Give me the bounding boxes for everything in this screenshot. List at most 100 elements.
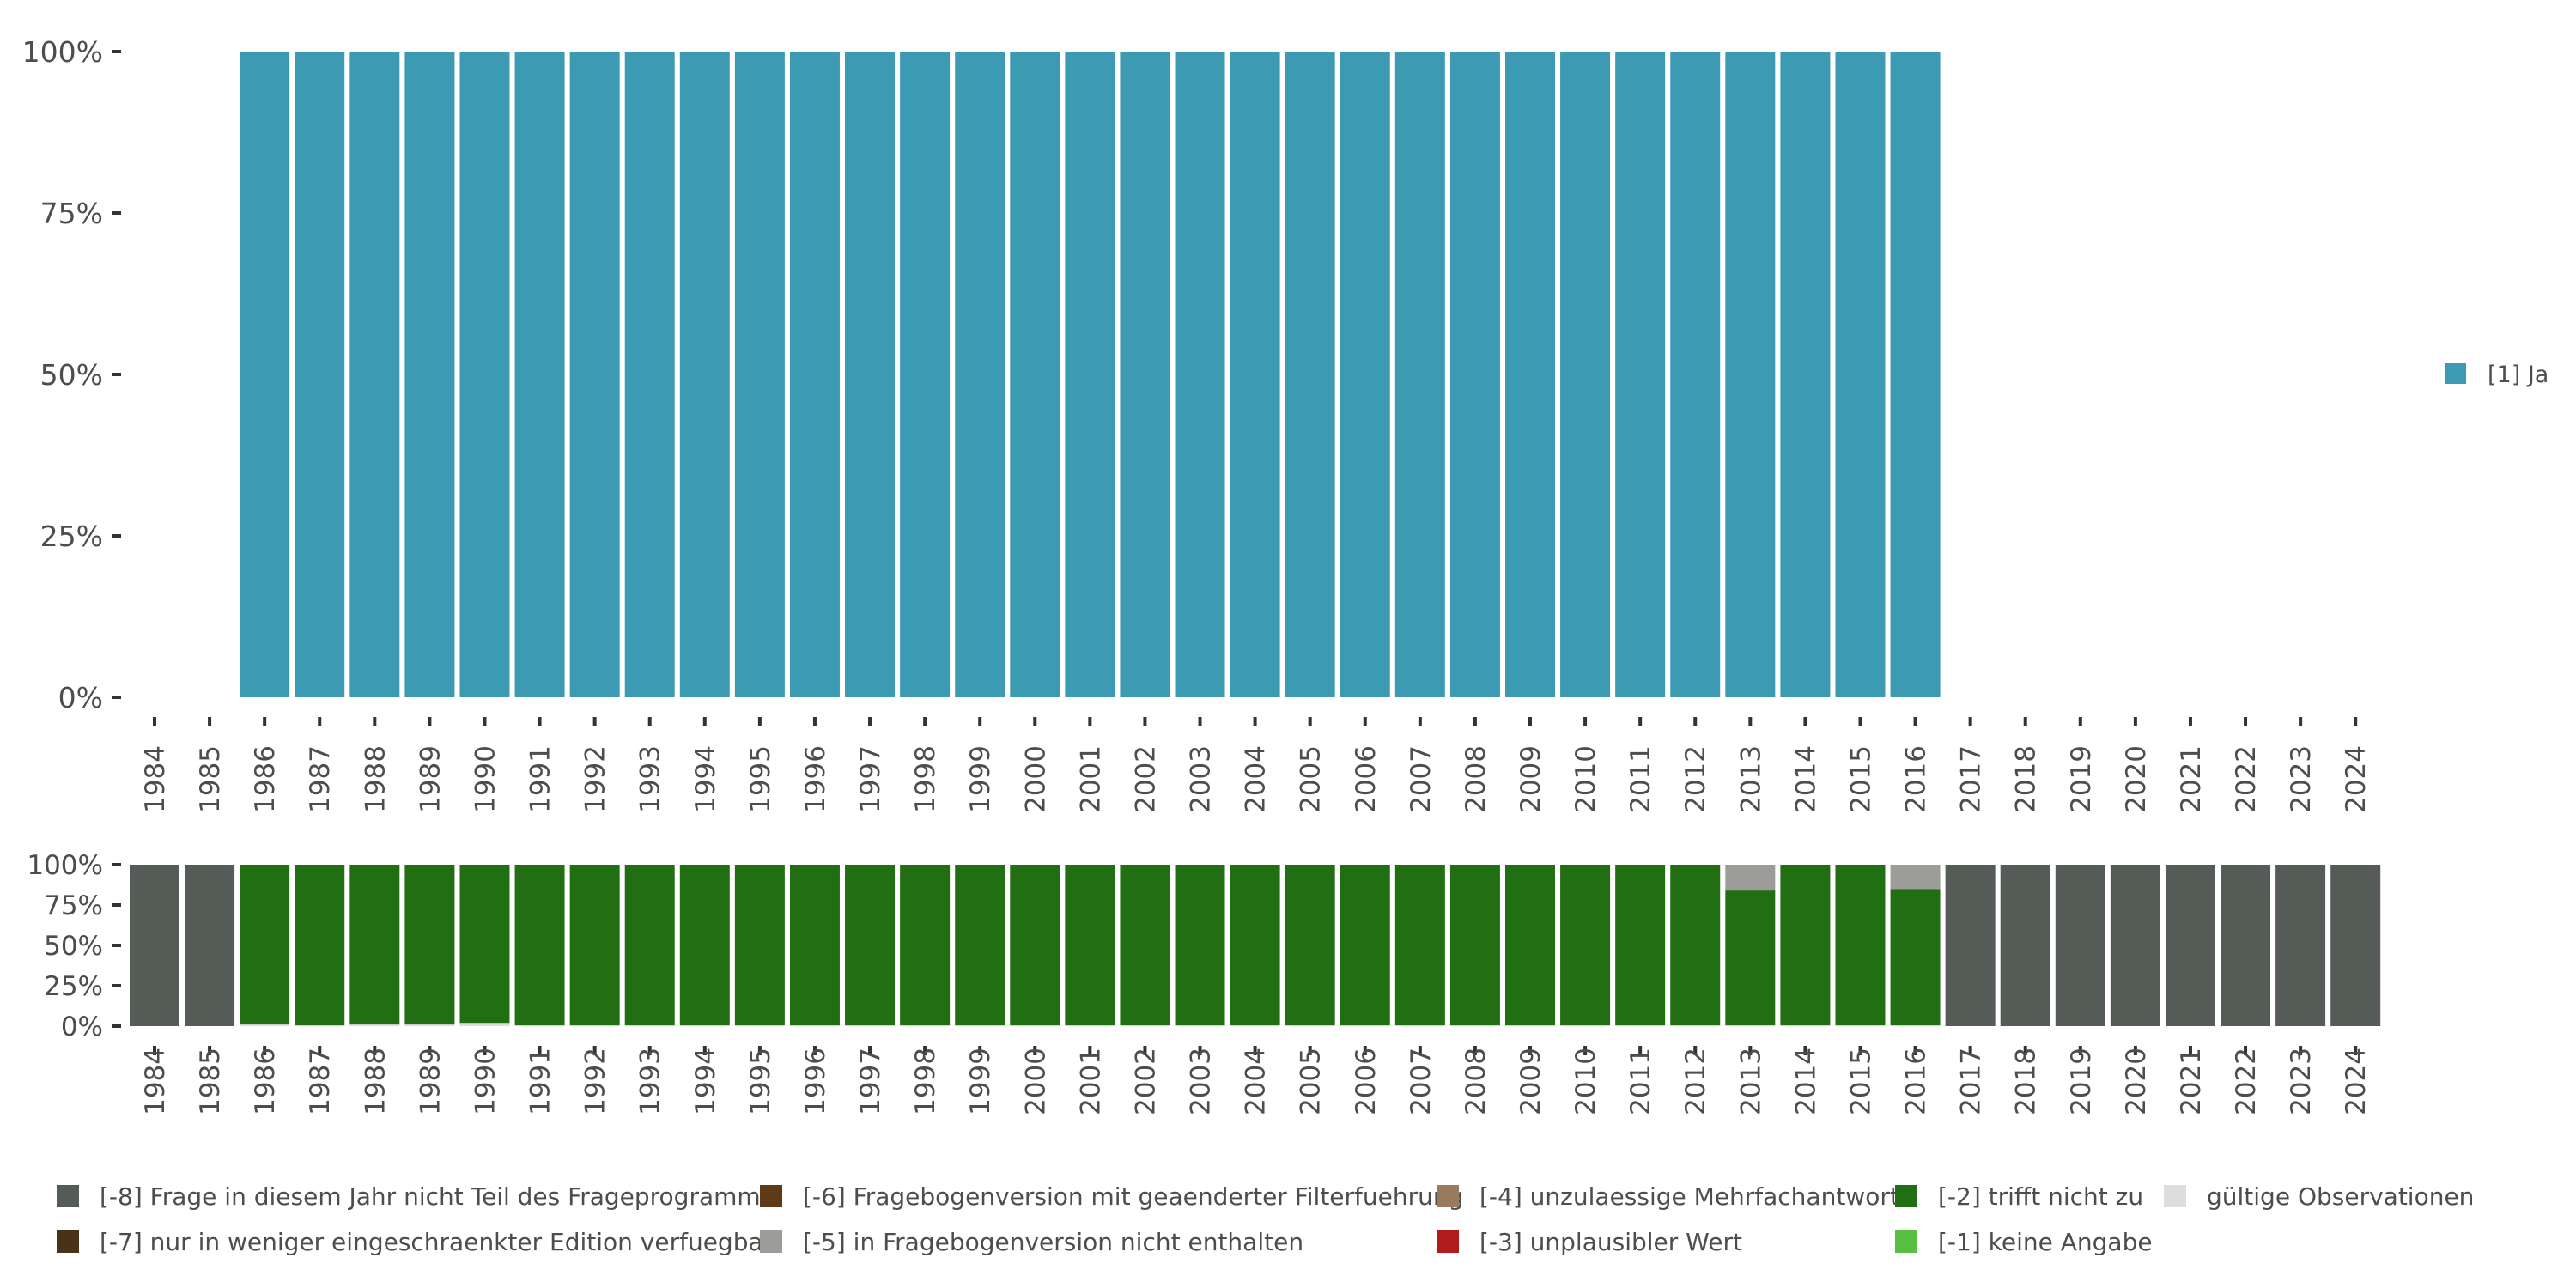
x-tick-label: 1989	[415, 1048, 446, 1115]
x-tick-label: 2009	[1516, 745, 1546, 813]
bar-2004-s0	[1230, 1025, 1280, 1026]
x-tick-label: 2002	[1130, 745, 1161, 813]
x-tick-label: 1986	[250, 745, 281, 813]
x-tick-label: 1991	[526, 745, 556, 813]
x-tick-label: 2017	[1956, 1048, 1987, 1115]
bar-2005-s0	[1285, 52, 1335, 697]
x-tick-label: 2013	[1735, 745, 1766, 813]
bar-1994-s0	[679, 1025, 730, 1026]
bar-1986-s1	[240, 865, 290, 1025]
bar-1990-s0	[459, 52, 510, 697]
bar-2016-s0	[1890, 1025, 1941, 1026]
legend-swatch	[1437, 1185, 1459, 1207]
bar-2005-s0	[1285, 1025, 1335, 1026]
bar-2004-s1	[1230, 865, 1280, 1026]
x-tick-label: 1993	[635, 745, 666, 813]
bar-1987-s0	[295, 52, 345, 697]
bar-2007-s0	[1394, 1025, 1445, 1026]
bar-1997-s0	[845, 52, 896, 697]
bar-2011-s0	[1615, 52, 1666, 697]
legend-swatch	[57, 1185, 79, 1207]
x-tick-label: 1987	[305, 1048, 336, 1115]
bar-2000-s1	[1010, 865, 1060, 1026]
bar-2003-s1	[1175, 865, 1225, 1026]
x-tick-label: 2016	[1901, 745, 1932, 813]
legend-label: [-5] in Fragebogenversion nicht enthalte…	[803, 1228, 1303, 1256]
bar-1993-s0	[624, 1025, 675, 1026]
bar-2008-s0	[1449, 1025, 1500, 1026]
x-tick-label: 1990	[470, 1048, 501, 1115]
bar-1996-s1	[789, 865, 840, 1026]
bar-2006-s0	[1340, 1025, 1390, 1026]
top-legend: [1] Ja	[2445, 361, 2549, 388]
legend-label: gültige Observationen	[2207, 1182, 2474, 1211]
bar-1999-s0	[955, 1025, 1005, 1026]
bar-2010-s0	[1560, 1025, 1611, 1026]
bar-2001-s0	[1065, 1025, 1115, 1026]
y-tick-label: 0%	[61, 1012, 103, 1042]
x-tick-label: 1984	[140, 745, 171, 813]
x-tick-label: 1989	[415, 745, 446, 813]
bar-1992-s0	[569, 1025, 620, 1026]
legend-label: [-8] Frage in diesem Jahr nicht Teil des…	[100, 1182, 773, 1211]
x-tick-label: 1994	[690, 745, 721, 813]
legend-label: [1] Ja	[2488, 361, 2549, 388]
bottom-panel-missing-values-chart: 0% 25% 50% 75% 100% 1984 1985 1986 1987 1988 1989 1…	[27, 850, 2381, 1115]
bar-1996-s0	[789, 1025, 840, 1026]
x-tick-label: 1991	[526, 1048, 556, 1115]
x-tick-label: 1992	[580, 745, 611, 813]
bar-1999-s1	[955, 865, 1005, 1026]
x-tick-label: 2024	[2341, 1048, 2372, 1115]
bar-2001-s1	[1065, 865, 1115, 1026]
bar-1987-s0	[295, 1025, 345, 1026]
bar-1987-s1	[295, 865, 345, 1026]
bar-1984-s3	[130, 865, 179, 1026]
bar-1988-s0	[349, 52, 400, 697]
x-tick-label: 2015	[1845, 1048, 1876, 1115]
x-tick-label: 2018	[2011, 1048, 2042, 1115]
bar-2016-s2	[1890, 865, 1941, 890]
bar-1999-s0	[955, 52, 1005, 697]
x-tick-label: 2009	[1516, 1048, 1546, 1115]
x-tick-label: 2014	[1790, 745, 1821, 813]
bar-2005-s1	[1285, 865, 1335, 1026]
x-tick-label: 2004	[1241, 1048, 1272, 1115]
x-tick-label: 1995	[745, 745, 776, 813]
x-tick-label: 2022	[2231, 1048, 2262, 1115]
x-tick-label: 1988	[360, 745, 391, 813]
bar-2001-s0	[1065, 52, 1115, 697]
bar-1992-s1	[569, 865, 620, 1026]
bar-2014-s1	[1780, 865, 1831, 1026]
legend-label: [-3] unplausibler Wert	[1479, 1228, 1742, 1256]
bar-2014-s0	[1780, 52, 1831, 697]
x-tick-label: 1985	[195, 1048, 226, 1115]
x-tick-label: 2013	[1735, 1048, 1766, 1115]
x-tick-label: 2010	[1571, 745, 1601, 813]
legend-label: [-7] nur in weniger eingeschraenkter Edi…	[100, 1228, 774, 1256]
bar-2003-s0	[1175, 52, 1225, 697]
bar-2000-s0	[1010, 1025, 1060, 1026]
x-tick-label: 2023	[2286, 745, 2317, 813]
x-tick-label: 2004	[1241, 745, 1272, 813]
x-tick-label: 1994	[690, 1048, 721, 1115]
bar-2003-s0	[1175, 1025, 1225, 1026]
bottom-legend: [-8] Frage in diesem Jahr nicht Teil des…	[57, 1182, 2474, 1256]
y-tick-label: 75%	[40, 197, 103, 230]
bar-2002-s0	[1120, 52, 1170, 697]
y-tick-label: 100%	[27, 850, 103, 881]
bar-2010-s1	[1560, 865, 1611, 1026]
x-tick-label: 1996	[800, 1048, 831, 1115]
x-tick-label: 2015	[1845, 745, 1876, 813]
bar-1994-s1	[679, 865, 730, 1026]
legend-swatch	[760, 1185, 782, 1207]
bar-2015-s0	[1835, 52, 1886, 697]
x-tick-label: 1984	[140, 1048, 171, 1115]
bar-2008-s1	[1449, 865, 1500, 1026]
bar-1991-s0	[514, 52, 565, 697]
bar-1997-s1	[845, 865, 896, 1026]
bar-2011-s0	[1615, 1025, 1666, 1026]
x-tick-label: 2011	[1625, 1048, 1656, 1115]
bar-1997-s0	[845, 1025, 896, 1026]
bar-1998-s0	[900, 1025, 951, 1026]
